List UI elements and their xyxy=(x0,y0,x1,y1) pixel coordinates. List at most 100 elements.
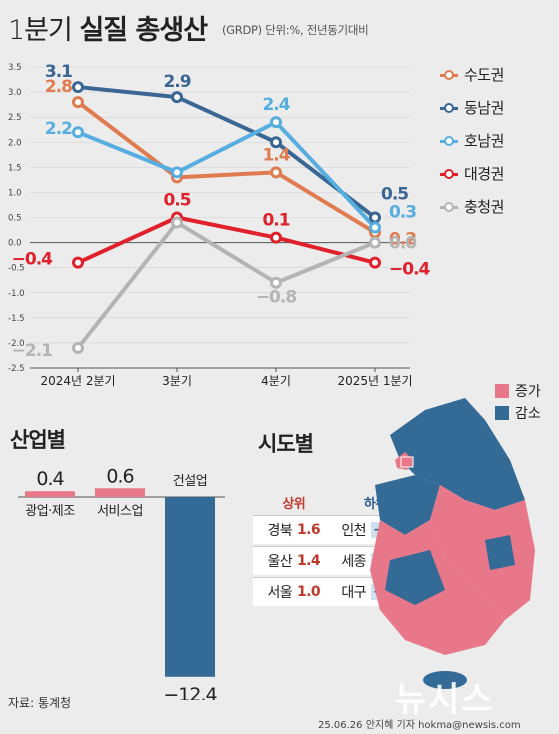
y-tick-label: -1.5 xyxy=(8,314,25,324)
data-label: 2.9 xyxy=(163,72,190,92)
y-tick-label: 1.5 xyxy=(8,163,22,173)
legend-item: 충청권 xyxy=(440,190,504,223)
data-label: 0.3 xyxy=(389,203,416,223)
data-label: 2.8 xyxy=(45,77,72,97)
map-region-gyeonggi xyxy=(375,475,440,535)
legend-marker xyxy=(440,168,458,179)
series-line xyxy=(76,100,377,235)
bottom-region-name: 인천 xyxy=(341,523,366,539)
x-tick-label: 4분기 xyxy=(261,374,291,388)
legend-marker xyxy=(440,102,458,113)
y-tick-label: 0.5 xyxy=(8,214,22,224)
data-label: −0.8 xyxy=(256,288,297,308)
series-line xyxy=(77,215,376,265)
map-legend-decrease: 감소 xyxy=(495,402,541,424)
data-point xyxy=(72,126,84,139)
data-point xyxy=(270,231,282,244)
bar-category-label: 서비스업 xyxy=(97,504,143,519)
map-region-east xyxy=(430,485,535,620)
y-tick-label: -1.0 xyxy=(8,289,25,299)
bar-chart: 0.4 광업·제조 0.6 서비스업 −12.4 건설업 xyxy=(18,465,225,700)
y-tick-label: 1.0 xyxy=(8,188,22,198)
legend-label: 동남권 xyxy=(464,99,504,117)
data-label: 2.2 xyxy=(45,119,72,139)
legend-item: 호남권 xyxy=(440,124,504,157)
bar-value-label: −12.4 xyxy=(163,684,217,700)
legend-label: 대경권 xyxy=(464,165,504,183)
map-region-seoul-marker xyxy=(400,456,414,468)
legend-marker xyxy=(440,201,458,212)
top-region-value: 1.0 xyxy=(297,584,321,600)
bottom-region-name: 대구 xyxy=(341,585,366,601)
map-region-north xyxy=(390,398,525,510)
data-label: −2.1 xyxy=(12,341,53,361)
data-point xyxy=(270,136,282,149)
watermark-logo: 뉴시스 xyxy=(395,680,495,720)
data-point xyxy=(171,166,183,179)
map-region-daegu xyxy=(485,535,515,570)
y-tick-label: 0.0 xyxy=(8,239,22,249)
legend-marker xyxy=(440,135,458,146)
y-tick-label: 3.5 xyxy=(8,63,22,73)
chart-subtitle: (GRDP) 단위:%, 전년동기대비 xyxy=(222,23,369,37)
map-region-jeju xyxy=(423,671,467,689)
data-label: 0.1 xyxy=(262,211,289,231)
credit-text: 25.06.26 안지혜 기자 hokma@newsis.com xyxy=(318,720,521,731)
data-label: −0.4 xyxy=(389,260,431,280)
data-point xyxy=(369,236,381,249)
y-tick-label: -0.5 xyxy=(8,264,25,274)
data-point xyxy=(270,276,282,289)
top-region-name: 울산 xyxy=(267,554,293,570)
line-chart: 3.5 3.0 2.5 2.0 1.5 1.0 0.5 0.0 -0.5 -1.0 -1.5 -2.0… xyxy=(8,62,432,388)
series-line xyxy=(77,120,377,229)
increase-swatch xyxy=(495,384,509,398)
legend-item: 대경권 xyxy=(440,157,504,190)
bar-category-label: 건설업 xyxy=(173,474,207,489)
legend-item: 동남권 xyxy=(440,91,504,124)
top-header: 상위 xyxy=(282,497,306,512)
data-point xyxy=(72,81,84,94)
korea-map xyxy=(370,398,535,689)
legend-marker xyxy=(440,69,458,80)
industry-title: 산업별 xyxy=(10,428,66,452)
data-point xyxy=(369,211,381,224)
top-region-name: 경북 xyxy=(267,523,293,539)
bar-value-label: 0.4 xyxy=(36,468,64,490)
y-tick-label: 2.0 xyxy=(8,138,22,148)
data-point xyxy=(171,91,183,104)
data-point xyxy=(369,256,381,269)
data-point xyxy=(72,341,84,354)
data-label: 0.5 xyxy=(381,185,408,205)
y-tick-label: -2.5 xyxy=(8,364,25,374)
legend-item: 수도권 xyxy=(440,58,504,91)
legend-label: 호남권 xyxy=(464,132,504,150)
y-tick-label: 3.0 xyxy=(8,88,22,98)
series-line xyxy=(77,85,377,220)
bar xyxy=(95,488,145,497)
x-tick-label: 3분기 xyxy=(162,374,192,388)
top-region-value: 1.6 xyxy=(297,522,321,538)
data-label: −0.4 xyxy=(12,250,54,270)
y-tick-label: 2.5 xyxy=(8,113,22,123)
top-region-cell: 경북 1.6 xyxy=(253,520,335,540)
region-title: 시도별 xyxy=(258,432,314,456)
data-point xyxy=(369,221,381,234)
data-label: 0.2 xyxy=(389,230,416,250)
top-region-name: 서울 xyxy=(267,585,293,601)
data-point xyxy=(72,96,84,109)
top-region-cell: 서울 1.0 xyxy=(253,582,335,602)
y-tick-label: -2.0 xyxy=(8,339,25,349)
top-region-value: 1.4 xyxy=(297,553,321,569)
bottom-region-name: 세종 xyxy=(341,554,366,570)
x-tick-label: 2024년 2분기 xyxy=(40,374,115,388)
data-point xyxy=(270,166,282,179)
map-region-southcentral xyxy=(385,550,445,605)
data-point xyxy=(171,216,183,229)
bar-category-label: 광업·제조 xyxy=(25,504,75,519)
legend-label: 수도권 xyxy=(464,66,504,84)
bar-value-label: 0.6 xyxy=(106,465,133,487)
data-label: 3.1 xyxy=(45,62,72,82)
data-label: 0.0 xyxy=(389,234,417,254)
data-label: 1.4 xyxy=(262,145,290,165)
